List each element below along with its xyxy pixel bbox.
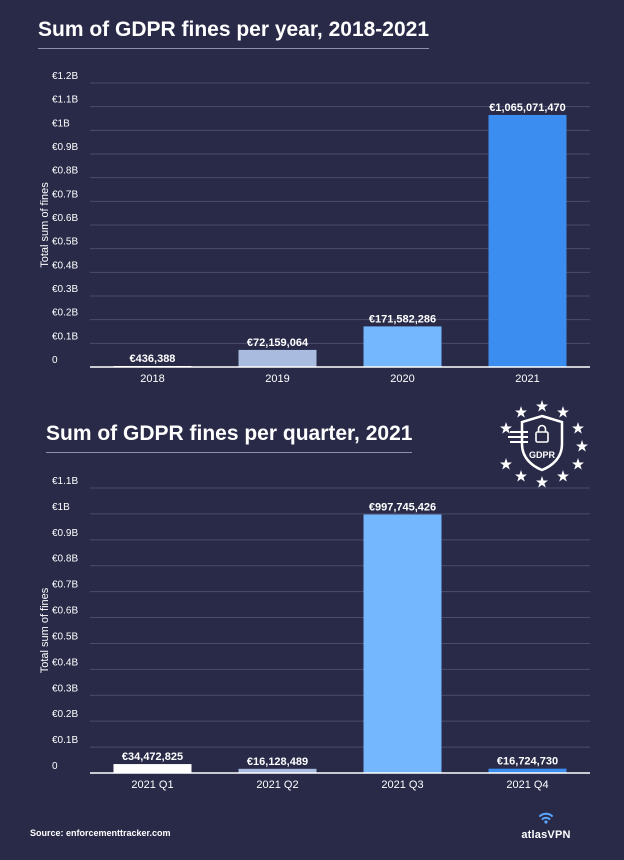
y-tick-label: €0.1B [52,331,78,342]
y-tick-label: €0.7B [52,580,78,591]
y-tick-label: €0.1B [52,735,78,746]
x-tick-label: 2021 Q2 [256,779,298,791]
data-label: €72,159,064 [247,337,309,349]
y-tick-label: €0.8B [52,166,78,177]
data-label: €436,388 [130,353,176,365]
atlasvpn-logo: atlasVPN [516,810,576,841]
y-tick-label: €0.4B [52,657,78,668]
x-tick-label: 2021 Q3 [381,779,423,791]
brand-name: atlasVPN [521,829,571,841]
y-tick-label: €0.6B [52,606,78,617]
gdpr-shield-icon [500,400,588,488]
y-tick-label: 0 [52,761,58,772]
yearly-fines-chart: 0 €0.1B €0.2B €0.3B €0.4B €0.5B €0.6B €0.7B €0.8… [39,71,590,385]
chart-title-quarterly: Sum of GDPR fines per quarter, 2021 [46,422,413,453]
source-note: Source: enforcementtracker.com [30,828,171,838]
y-tick-label: €0.6B [52,213,78,224]
data-label: €171,582,286 [369,313,436,325]
y-tick-label: €0.3B [52,683,78,694]
data-label: €997,745,426 [369,501,436,513]
y-tick-label: €1.1B [52,95,78,106]
wifi-icon [539,812,553,824]
y-tick-label: €1.1B [52,476,78,487]
y-tick-label: 0 [52,355,58,366]
x-tick-label: 2020 [390,373,414,385]
data-label: €16,724,730 [497,756,558,768]
x-tick-label: 2018 [140,373,164,385]
x-tick-label: 2021 Q4 [506,779,548,791]
y-tick-label: €1B [52,502,70,513]
x-tick-label: 2021 Q1 [131,779,173,791]
bar [363,326,442,367]
bar [488,114,567,367]
quarterly-fines-chart: 0 €0.1B €0.2B €0.3B €0.4B €0.5B €0.6B €0.7B €0.8… [39,476,590,791]
y-tick-label: €0.4B [52,260,78,271]
bar [238,768,317,773]
y-tick-label: €0.7B [52,189,78,200]
bar [238,349,317,367]
x-tick-label: 2019 [265,373,289,385]
bar [488,768,567,773]
y-tick-label: €0.9B [52,528,78,539]
data-label: €34,472,825 [122,751,183,763]
x-tick-label: 2021 [515,373,539,385]
bar [363,514,442,773]
y-tick-label: €0.2B [52,308,78,319]
y-axis-label: Total sum of fines [39,182,51,268]
y-tick-label: €1B [52,118,70,129]
y-tick-label: €0.3B [52,284,78,295]
chart-title-yearly: Sum of GDPR fines per year, 2018-2021 [38,18,430,49]
y-tick-label: €0.5B [52,237,78,248]
y-axis-label: Total sum of fines [39,587,51,673]
bar [113,764,192,773]
y-tick-label: €0.5B [52,631,78,642]
y-tick-label: €1.2B [52,71,78,82]
data-label: €1,065,071,470 [489,102,565,114]
y-tick-label: €0.9B [52,142,78,153]
y-tick-label: €0.8B [52,554,78,565]
gdpr-logo-label: GDPR [528,450,555,460]
y-tick-label: €0.2B [52,709,78,720]
data-label: €16,128,489 [247,756,308,768]
